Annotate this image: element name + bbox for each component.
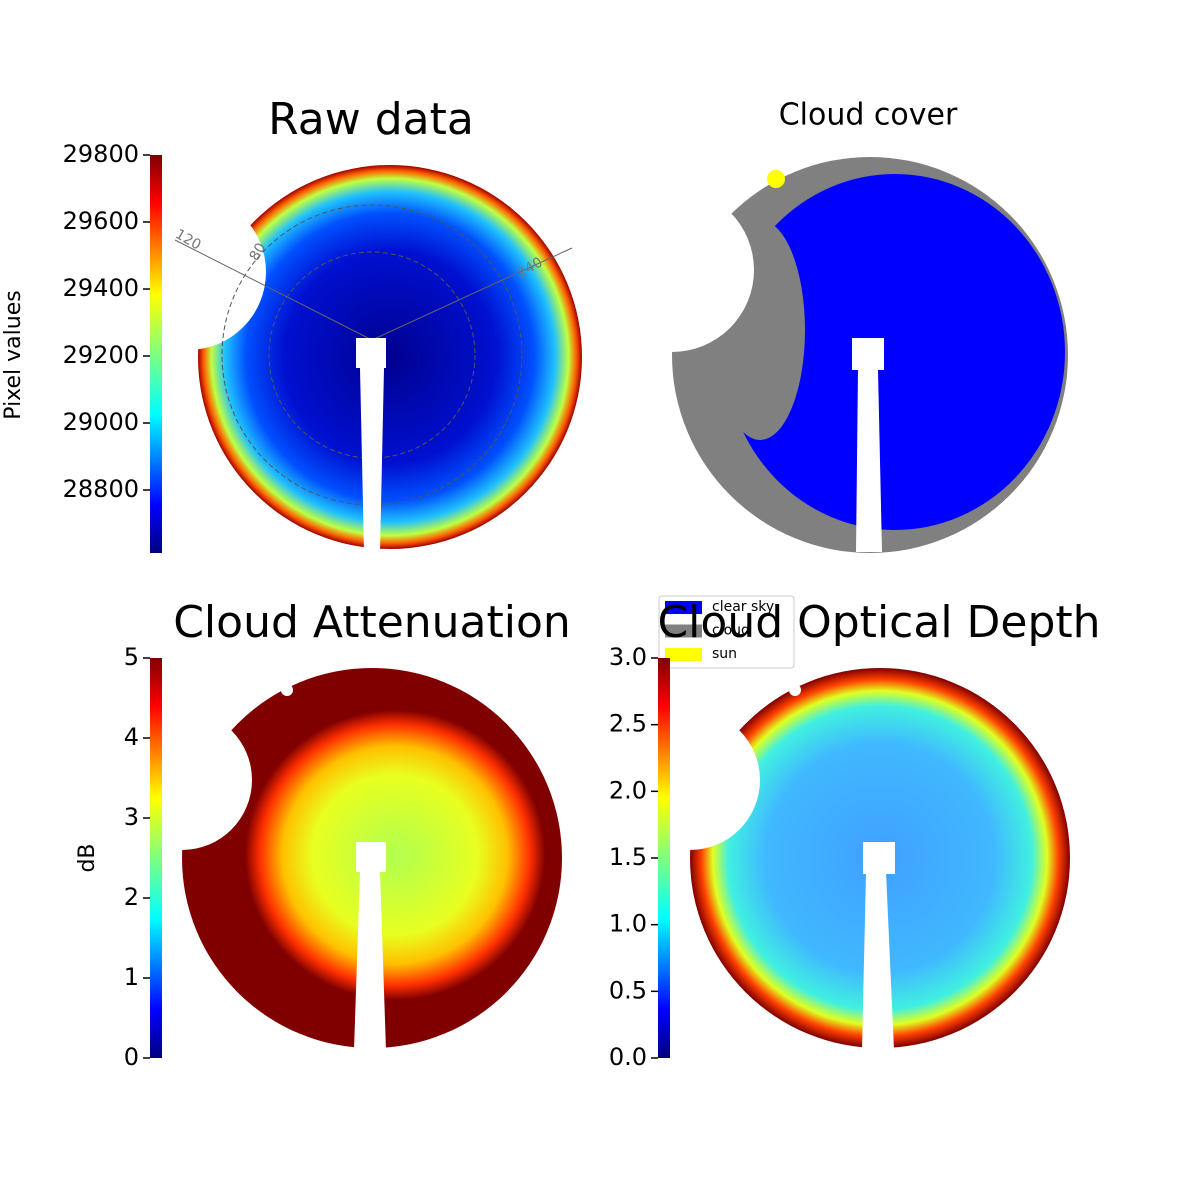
legend-label: cloud (712, 623, 750, 639)
cloud-cover-image (590, 157, 1068, 553)
raw-sky-image (110, 165, 582, 552)
panel-title: Raw data (268, 94, 474, 145)
colorbar-tick-label: 1.5 (609, 843, 647, 871)
colorbar-tick-label: 5 (124, 643, 139, 671)
legend-label: sun (712, 646, 737, 662)
panel-title: Cloud cover (779, 98, 958, 133)
colorbar-label: dB (75, 843, 100, 872)
colorbar-label: Pixel values (1, 290, 26, 419)
colorbar-tick-label: 2.5 (609, 710, 647, 738)
panel-title: Cloud Attenuation (173, 597, 571, 648)
colorbar-tick-label: 29800 (63, 140, 139, 168)
legend-swatch (665, 601, 702, 614)
colorbar-tick-label: 1 (124, 963, 139, 991)
colorbar (658, 658, 670, 1058)
colorbar-tick-label: 4 (124, 723, 139, 751)
panel-title: Cloud Optical Depth (657, 597, 1100, 648)
attenuation-image (112, 668, 562, 1050)
legend-swatch (665, 624, 702, 638)
legend-swatch (665, 648, 702, 661)
colorbar-tick-label: 0 (124, 1043, 139, 1071)
polar-label: 80 (247, 240, 270, 263)
colorbar-tick-label: 0.5 (609, 976, 647, 1004)
colorbar-tick-label: 29200 (63, 341, 139, 369)
colorbar-tick-label: 28800 (63, 475, 139, 503)
legend-label: clear sky (712, 599, 774, 615)
colorbar-tick-label: 3 (124, 803, 139, 831)
optical-depth-image (620, 668, 1070, 1050)
colorbar-tick-label: 29600 (63, 207, 139, 235)
colorbar-tick-label: 3.0 (609, 643, 647, 671)
colorbar-tick-label: 2.0 (609, 776, 647, 804)
colorbar (150, 155, 162, 553)
colorbar-tick-label: 2 (124, 883, 139, 911)
colorbar-tick-label: 29000 (63, 408, 139, 436)
colorbar-tick-label: 1.0 (609, 910, 647, 938)
colorbar (150, 658, 162, 1058)
colorbar-tick-label: 0.0 (609, 1043, 647, 1071)
colorbar-tick-label: 29400 (63, 274, 139, 302)
